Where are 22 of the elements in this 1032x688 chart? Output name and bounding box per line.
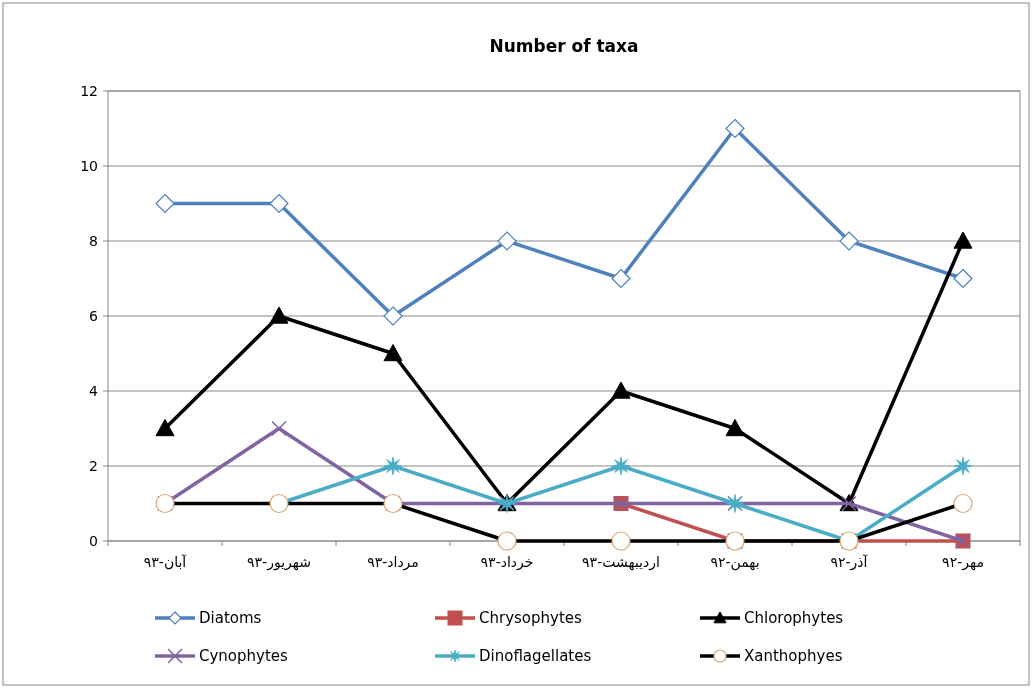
y-tick-label: 4 [89,383,99,399]
legend-label: Dinoflagellates [479,647,592,665]
chart-title: Number of taxa [489,36,639,56]
x-tick-label: آذر-۹۲ [830,554,869,571]
legend-label: Diatoms [199,609,262,627]
legend-label: Chrysophytes [479,609,583,627]
y-tick-label: 8 [89,233,98,249]
legend-label: Xanthophyes [744,647,843,665]
y-tick-label: 6 [89,308,99,324]
x-tick-label: اردیبهشت-۹۳ [582,554,660,571]
x-tick-label: مرداد-۹۳ [367,554,419,571]
x-tick-label: بهمن-۹۲ [710,554,760,571]
x-tick-label: خرداد-۹۳ [480,554,534,571]
legend-label: Cynophytes [199,647,289,665]
y-tick-label: 12 [80,83,98,99]
x-tick-label: شهریور-۹۳ [247,554,311,571]
x-tick-label: مهر-۹۲ [942,554,984,571]
x-tick-label: آبان-۹۳ [143,554,188,570]
y-tick-label: 0 [89,533,98,549]
y-tick-label: 2 [89,458,98,474]
legend-label: Chlorophytes [744,609,844,627]
y-tick-label: 10 [80,158,98,174]
